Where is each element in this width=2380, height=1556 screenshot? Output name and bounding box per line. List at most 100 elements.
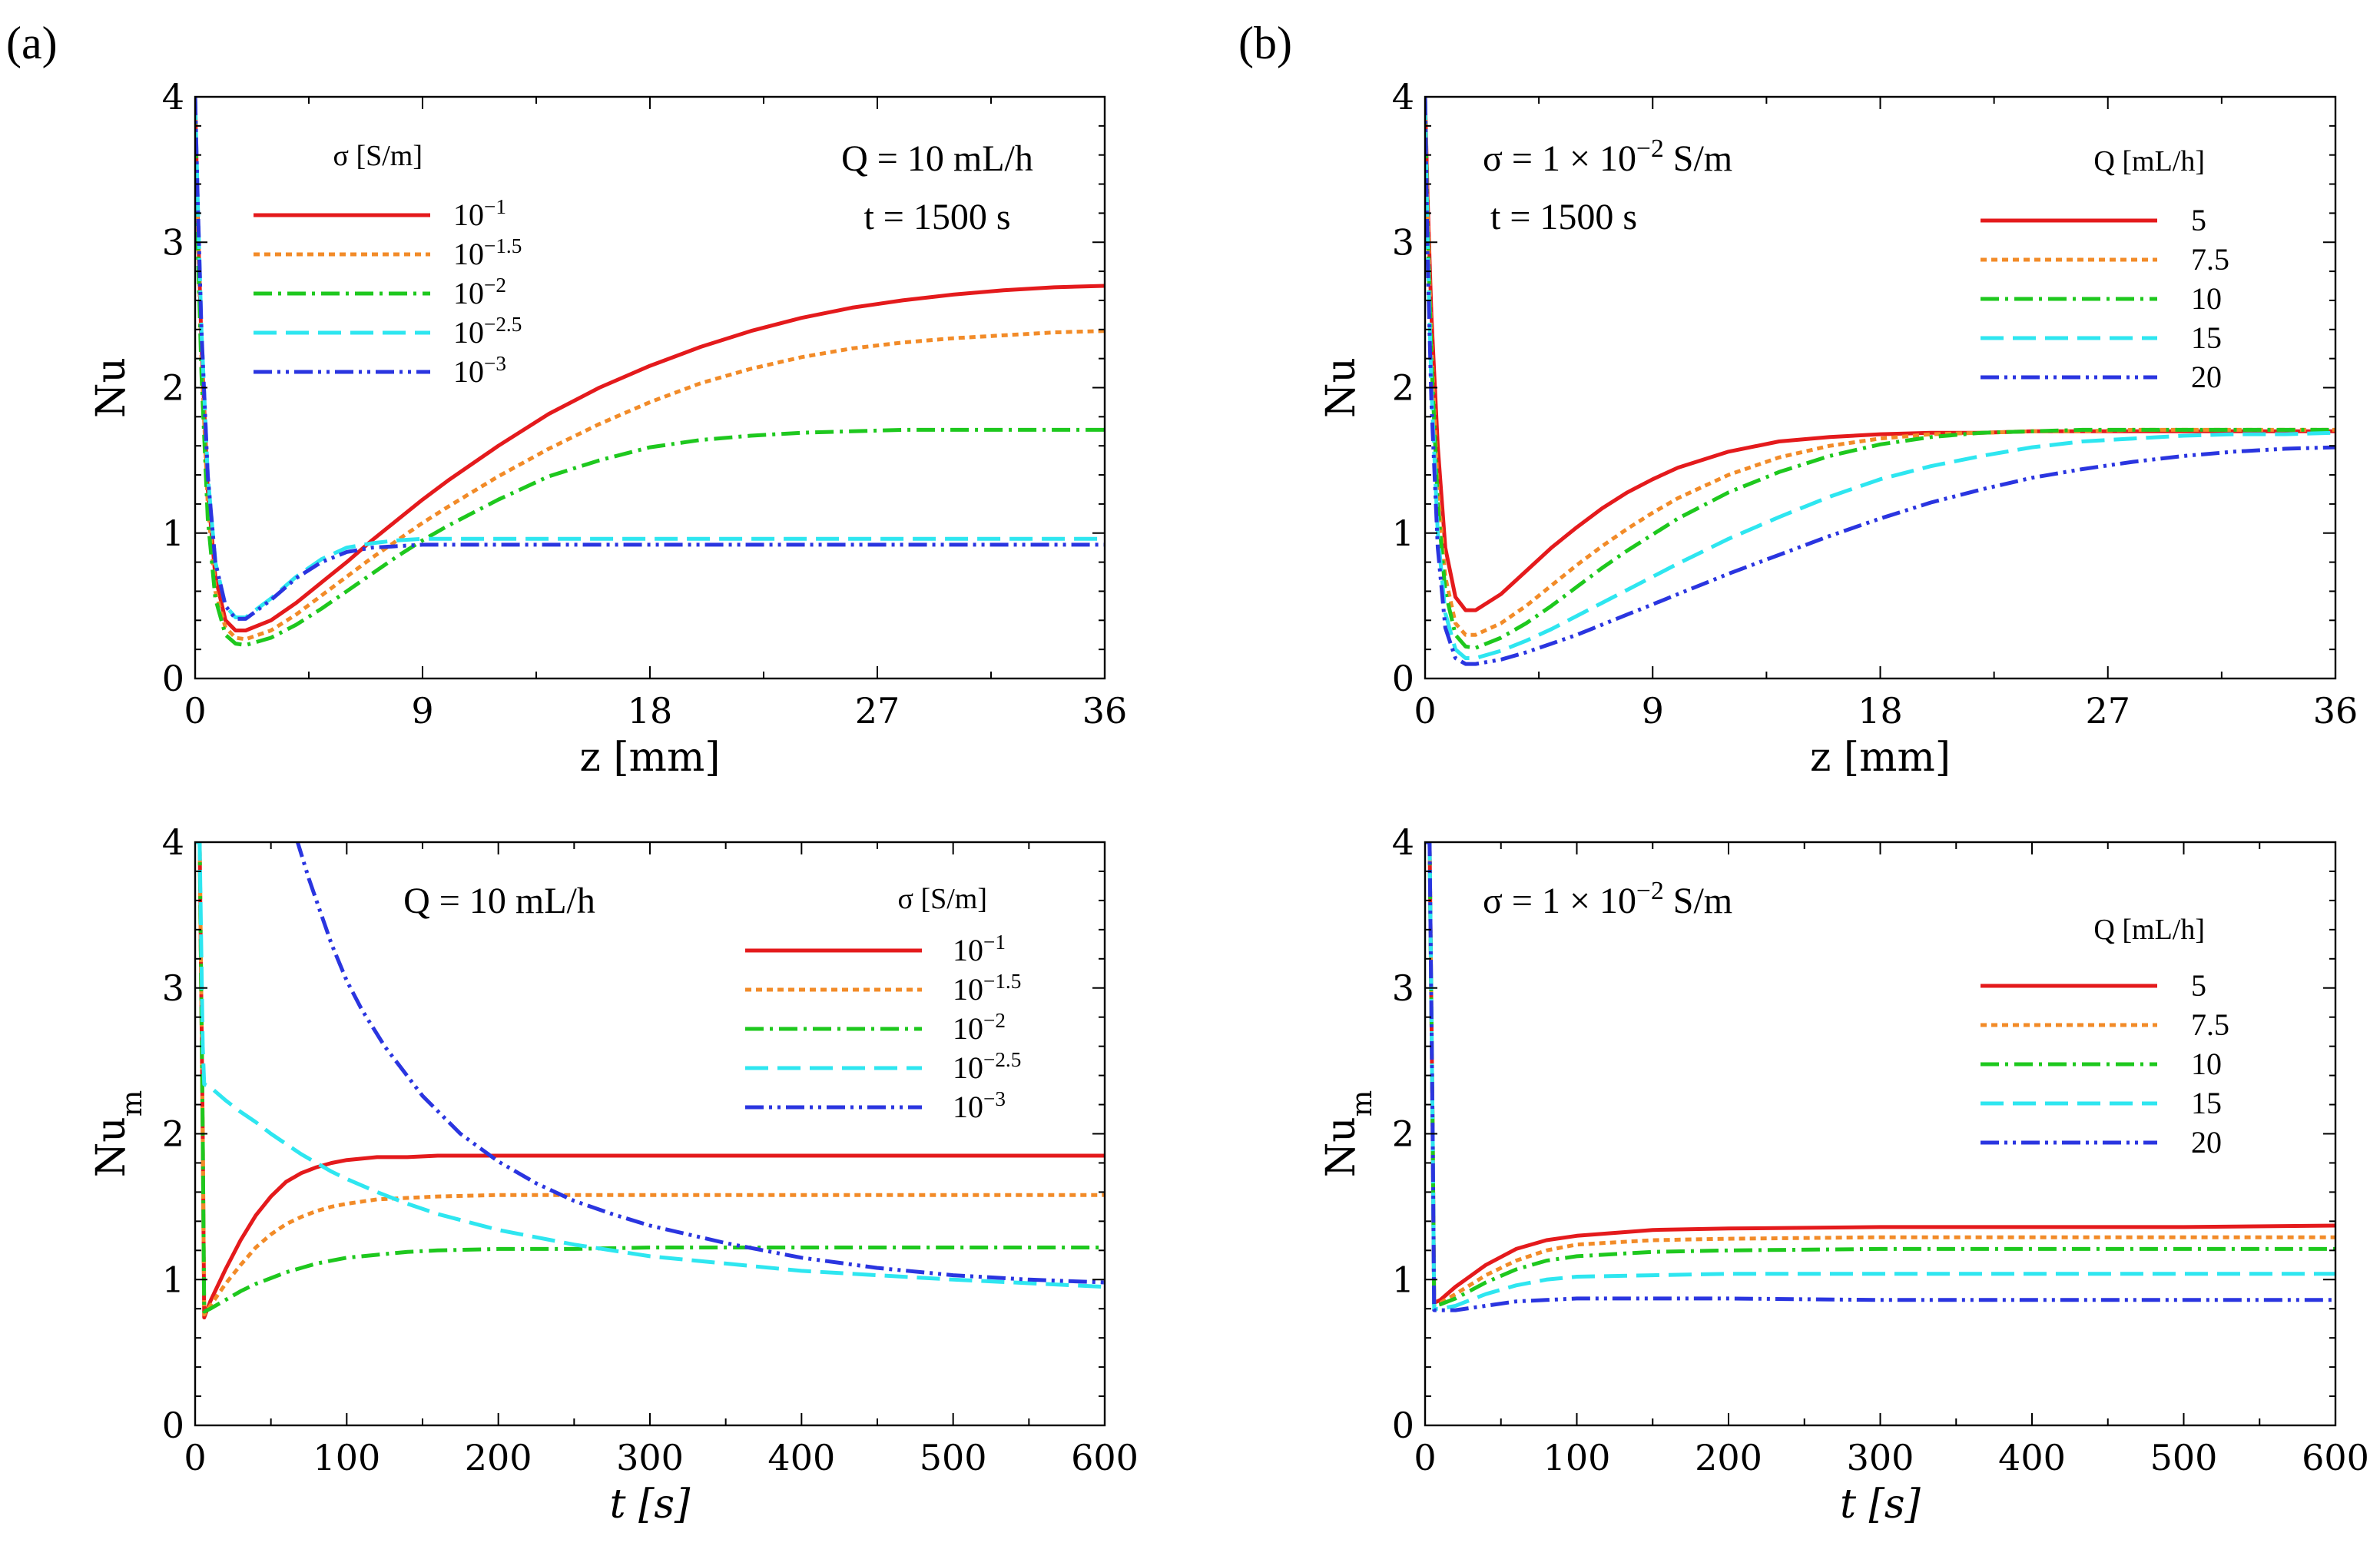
series-line-5 (1425, 842, 2335, 1312)
x-tick-label: 400 (767, 1437, 835, 1478)
legend-label-2: 10−1.5 (953, 970, 1021, 1007)
x-tick-label: 0 (1414, 1437, 1436, 1478)
legend-label-5: 20 (2191, 360, 2222, 394)
legend-label-1: 5 (2191, 968, 2206, 1003)
legend-label-4: 10−2.5 (953, 1048, 1021, 1085)
annotation-2: t = 1500 s (1490, 197, 1637, 237)
x-tick-label: 400 (1998, 1437, 2066, 1478)
x-tick-label: 300 (1847, 1437, 1914, 1478)
legend-label-4: 10−2.5 (453, 313, 522, 350)
x-tick-label: 0 (184, 690, 206, 732)
y-axis-label-group: Num (1318, 1090, 1378, 1178)
series-group (1425, 97, 2335, 666)
x-tick-label: 600 (1071, 1437, 1139, 1478)
series-group (1425, 842, 2335, 1312)
x-tick-label: 100 (1543, 1437, 1611, 1478)
legend-title: Q [mL/h] (2093, 914, 2205, 946)
x-tick-label: 27 (855, 690, 900, 732)
y-tick-label: 4 (162, 76, 184, 118)
x-tick-label: 200 (1695, 1437, 1762, 1478)
y-tick-label: 4 (1392, 76, 1414, 118)
annotation-2: t = 1500 s (863, 197, 1010, 237)
plot-frame (194, 95, 1106, 680)
series-line-2 (195, 97, 1105, 642)
annotation-1: Q = 10 mL/h (841, 138, 1033, 179)
x-tick-label: 600 (2302, 1437, 2369, 1478)
y-axis-label: Num (1318, 1090, 1378, 1178)
charts-container: 0 9 18 27 36 0 1 2 3 4 z [mm] Nu Q = 10 mL/h t = 1500… (88, 76, 2369, 1528)
y-tick-label: 3 (1392, 221, 1414, 263)
x-tick-label: 500 (2150, 1437, 2218, 1478)
panel-label-b: (b) (1238, 18, 1292, 68)
legend-label-3: 10 (2191, 1047, 2222, 1081)
chart-b_bottom: 0 100 200 300 400 500 600 0 1 2 3 4 t [s] Num σ = 1 × … (1318, 821, 2369, 1528)
y-tick-label: 2 (162, 1113, 184, 1155)
series-line-3 (1425, 97, 2335, 650)
x-axis-label: t [s] (610, 1481, 691, 1528)
x-tick-label: 200 (465, 1437, 532, 1478)
y-tick-label: 0 (162, 658, 184, 699)
x-tick-label: 500 (920, 1437, 987, 1478)
y-tick-label: 3 (162, 221, 184, 263)
x-tick-label: 18 (628, 690, 673, 732)
annotation-1: Q = 10 mL/h (403, 881, 595, 921)
x-tick-label: 0 (1414, 690, 1436, 732)
y-tick-label: 4 (1392, 821, 1414, 863)
x-tick-label: 27 (2085, 690, 2130, 732)
y-tick-label: 1 (1392, 513, 1414, 554)
series-line-1 (195, 97, 1105, 632)
y-tick-label: 0 (1392, 658, 1414, 699)
legend-title: Q [mL/h] (2093, 145, 2205, 177)
y-tick-label: 2 (1392, 367, 1414, 409)
y-axis-label: Nu (1318, 357, 1364, 418)
legend-label-4: 15 (2191, 1086, 2222, 1120)
legend-label-5: 20 (2191, 1125, 2222, 1160)
legend-label-2: 7.5 (2191, 1007, 2229, 1042)
legend: Q [mL/h] 5 7.5 10 15 20 (1981, 145, 2229, 394)
x-axis-label: z [mm] (579, 735, 720, 781)
legend-title: σ [S/m] (333, 140, 423, 172)
legend-label-1: 10−1 (953, 931, 1006, 967)
chart-a_top: 0 9 18 27 36 0 1 2 3 4 z [mm] Nu Q = 10 mL/h t = 1500… (88, 76, 1127, 781)
x-tick-label: 300 (616, 1437, 684, 1478)
series-line-4 (195, 842, 1105, 1289)
x-tick-label: 100 (313, 1437, 380, 1478)
legend-label-5: 10−3 (953, 1087, 1006, 1124)
series-line-5 (195, 97, 1105, 621)
legend-label-2: 7.5 (2191, 242, 2229, 277)
series-line-3 (195, 97, 1105, 647)
series-line-4 (1425, 97, 2335, 660)
legend: σ [S/m] 10−110−1.510−210−2.510−3 (254, 140, 522, 389)
x-tick-label: 36 (2313, 690, 2358, 732)
legend-label-3: 10 (2191, 281, 2222, 316)
y-tick-label: 1 (162, 513, 184, 554)
series-line-5 (295, 842, 1105, 1285)
legend: Q [mL/h] 5 7.5 10 15 20 (1981, 914, 2229, 1160)
x-tick-label: 36 (1082, 690, 1128, 732)
series-group (195, 842, 1105, 1320)
plot-frame (194, 841, 1106, 1427)
y-tick-label: 1 (1392, 1259, 1414, 1300)
y-axis-label: Num (88, 1090, 148, 1178)
legend-label-3: 10−2 (953, 1009, 1006, 1046)
y-axis-label-group: Nu (88, 357, 134, 418)
x-tick-label: 9 (1642, 690, 1664, 732)
y-tick-label: 1 (162, 1259, 184, 1300)
y-axis-label-group: Nu (1318, 357, 1364, 418)
legend-label-5: 10−3 (453, 352, 506, 389)
series-line-2 (195, 842, 1105, 1317)
x-axis-label: t [s] (1840, 1481, 1921, 1528)
annotation-1: σ = 1 × 10−2 S/m (1483, 877, 1732, 922)
x-tick-label: 18 (1858, 690, 1903, 732)
y-axis-label: Nu (88, 357, 134, 418)
legend-label-1: 5 (2191, 203, 2206, 237)
panel-label-a: (a) (6, 18, 58, 68)
legend-label-1: 10−1 (453, 195, 506, 232)
chart-a_bottom: 0 100 200 300 400 500 600 0 1 2 3 4 t [s] Num Q = 10 m… (88, 821, 1139, 1528)
y-tick-label: 4 (162, 821, 184, 863)
series-group (195, 97, 1105, 647)
chart-b_top: 0 9 18 27 36 0 1 2 3 4 z [mm] Nu σ = 1 × 10−2 S/m t =… (1318, 76, 2358, 781)
y-tick-label: 3 (162, 967, 184, 1009)
annotation-1: σ = 1 × 10−2 S/m (1483, 134, 1732, 180)
